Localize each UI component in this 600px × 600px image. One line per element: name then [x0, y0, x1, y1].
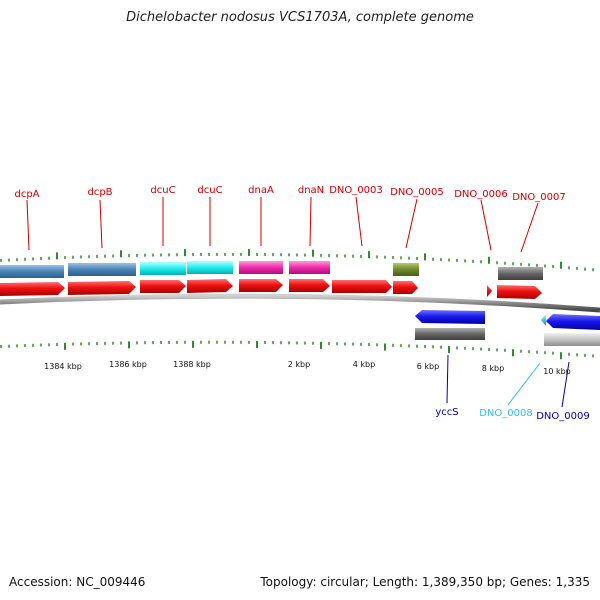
gene-label-DNO_0007: DNO_0007: [512, 192, 566, 203]
gene-arrow-DNO_0003: [332, 280, 392, 293]
gene-label-dnaA: dnaA: [248, 185, 274, 196]
inner-tick-marks: [0, 340, 594, 360]
gene-labels-forward: dcpA dcpB dcuC dcuC dnaA dnaN DNO_0003 D…: [14, 185, 565, 203]
tick-label-1386kbp: 1386 kbp: [109, 360, 147, 369]
leader-yccS: [446, 354, 449, 404]
gene-arrow-DNO_0005: [393, 281, 418, 294]
gene-arrow-dcpA: [0, 282, 65, 296]
outer-tick-marks: [0, 248, 594, 272]
category-block-dcuC-2: [187, 261, 233, 274]
tick-label-4kbp: 4 kbp: [353, 360, 375, 369]
category-block-dnaN: [289, 261, 330, 274]
tick-label-2kbp: 2 kbp: [288, 360, 310, 369]
gene-arrow-DNO_0007: [497, 285, 542, 299]
gene-arrow-yccS: [415, 310, 485, 324]
gene-label-yccS: yccS: [435, 407, 458, 418]
category-block-dcuC-1: [140, 262, 186, 275]
map-title: Dichelobacter nodosus VCS1703A, complete…: [126, 10, 474, 25]
gene-label-dcuC-1: dcuC: [150, 185, 175, 196]
leader-DNO_0006: [480, 199, 492, 251]
gene-label-DNO_0006: DNO_0006: [454, 189, 508, 200]
category-block-dcpA: [0, 265, 64, 278]
gene-labels-reverse: yccS DNO_0008 DNO_0009: [435, 407, 589, 422]
leader-DNO_0009: [561, 361, 570, 408]
forward-strand-genes: [0, 279, 542, 299]
leader-DNO_0003: [355, 196, 363, 247]
gene-arrow-DNO_0008: [541, 314, 546, 326]
category-ring: [0, 261, 543, 280]
gene-label-dnaN: dnaN: [298, 185, 324, 196]
summary-text: Topology: circular; Length: 1,389,350 bp…: [260, 575, 590, 589]
tick-label-10kbp: 10 kbp: [543, 367, 571, 376]
category-block-dcpB: [68, 263, 136, 276]
gene-arrow-DNO_0009: [546, 314, 600, 330]
gene-arrow-dcpB: [68, 281, 136, 295]
gene-label-dcpB: dcpB: [87, 187, 112, 198]
gene-arrow-dcuC-1: [140, 280, 186, 293]
category-block-DNO_0007: [498, 267, 543, 280]
leader-dcpB: [99, 199, 103, 249]
category-block-DNO_0009: [544, 333, 600, 346]
gene-label-dcpA: dcpA: [14, 189, 39, 200]
leader-dcpA: [26, 199, 30, 251]
category-block-dnaA: [239, 261, 283, 274]
reverse-strand-genes: [415, 310, 600, 330]
gene-label-DNO_0009: DNO_0009: [536, 411, 590, 422]
leader-DNO_0005: [405, 198, 418, 249]
category-block-yccS: [415, 328, 485, 340]
tick-label-1388kbp: 1388 kbp: [173, 360, 211, 369]
gene-label-DNO_0008: DNO_0008: [479, 408, 533, 419]
leader-dnaN: [309, 196, 312, 247]
gene-arrow-dnaN: [289, 279, 330, 292]
category-ring-inner: [415, 328, 600, 346]
label-leader-lines: [26, 196, 570, 408]
genome-backbone: [0, 293, 600, 313]
scale-labels: 1384 kbp 1386 kbp 1388 kbp 2 kbp 4 kbp 6…: [44, 360, 571, 376]
gene-arrow-dcuC-2: [187, 279, 233, 293]
leader-DNO_0007: [520, 202, 539, 253]
tick-label-8kbp: 8 kbp: [482, 364, 504, 373]
accession-text: Accession: NC_009446: [9, 575, 146, 589]
leader-DNO_0008: [507, 362, 541, 406]
gene-arrow-dnaA: [239, 279, 283, 292]
gene-arrow-DNO_0006: [487, 285, 492, 297]
category-block-DNO_0005: [393, 263, 419, 276]
gene-label-DNO_0003: DNO_0003: [329, 185, 383, 196]
tick-label-6kbp: 6 kbp: [417, 362, 439, 371]
gene-label-dcuC-2: dcuC: [197, 185, 222, 196]
tick-label-1384kbp: 1384 kbp: [44, 362, 82, 371]
gene-label-DNO_0005: DNO_0005: [390, 187, 444, 198]
